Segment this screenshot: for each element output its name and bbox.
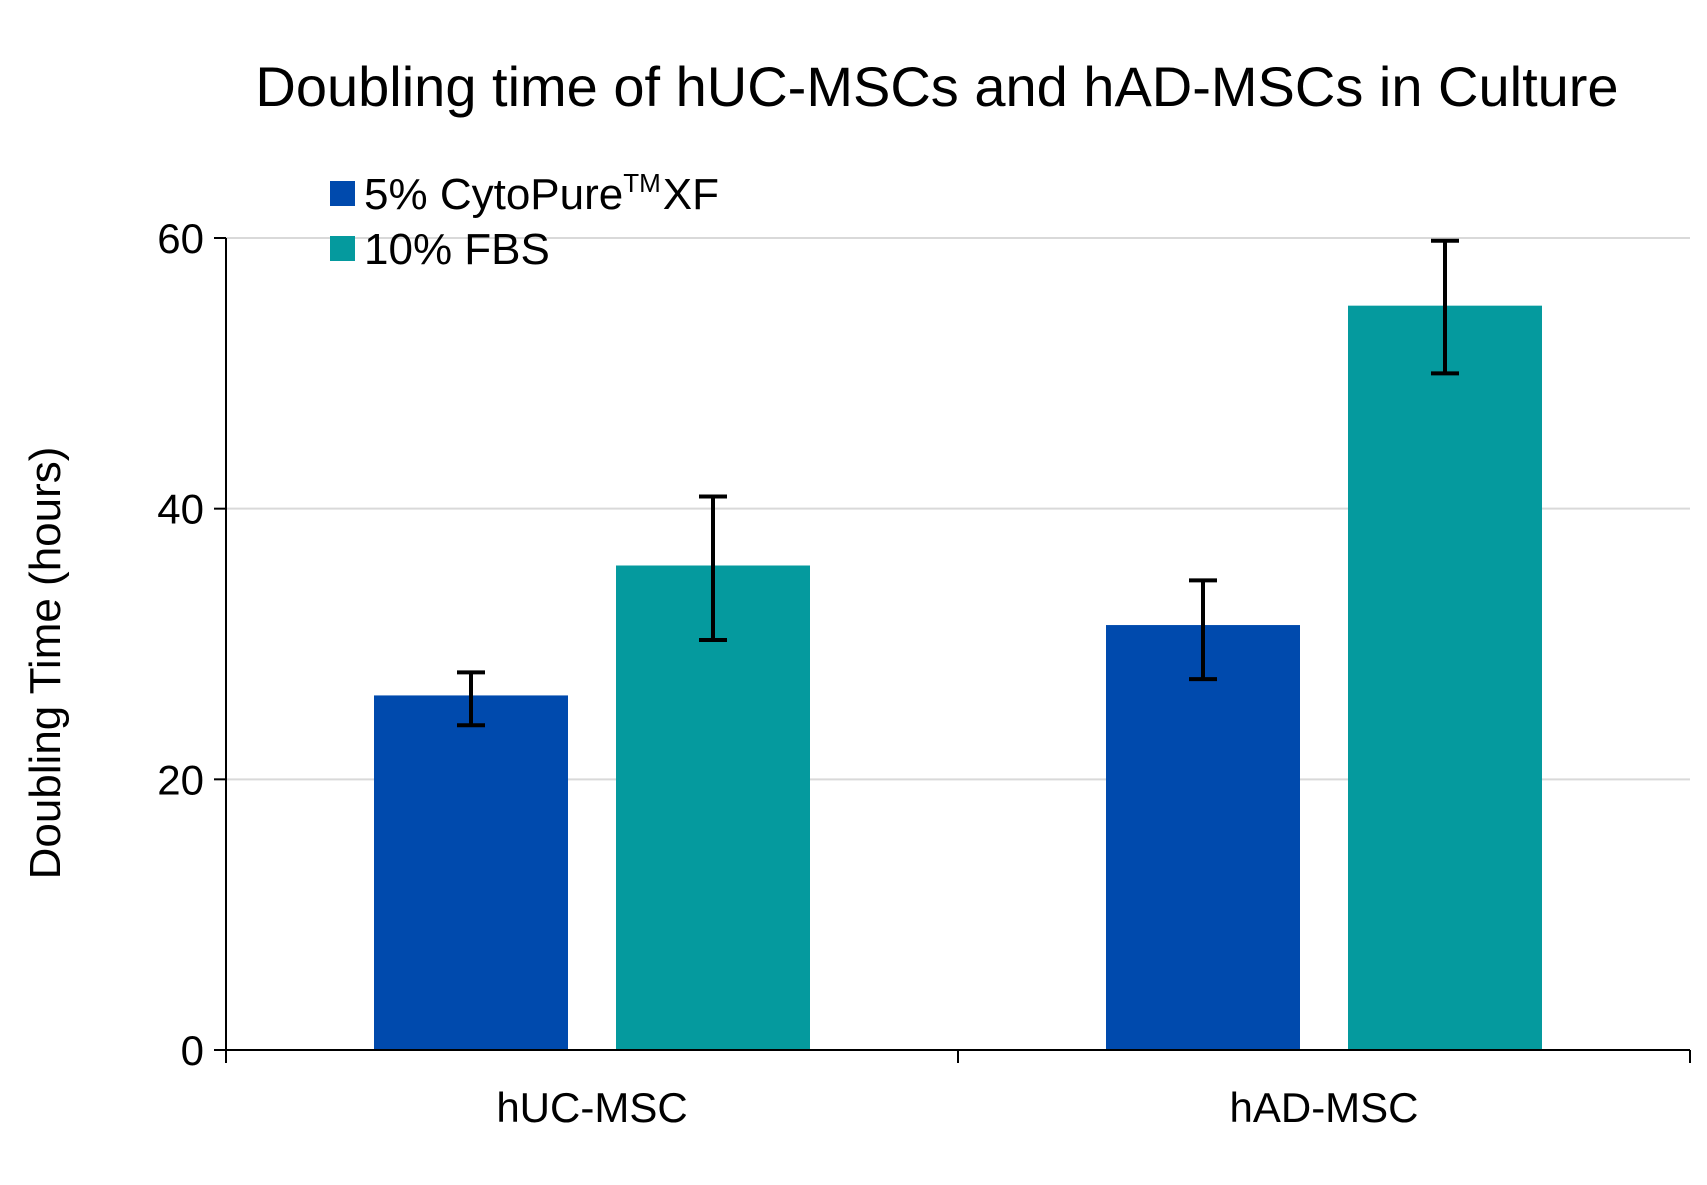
legend: 5% CytoPureTMXF 10% FBS bbox=[330, 168, 719, 274]
tick-labels: 0 20 40 60 hUC-MSC hAD-MSC bbox=[157, 215, 1418, 1131]
y-tick-label-1: 20 bbox=[157, 756, 204, 803]
bar-series-1-hUC-MSC bbox=[616, 565, 810, 1050]
bar-series-0-hUC-MSC bbox=[374, 695, 568, 1050]
legend-label-series-0-name: 5% CytoPure bbox=[364, 170, 623, 219]
y-tick-label-2: 40 bbox=[157, 486, 204, 533]
bar-series-1-hAD-MSC bbox=[1348, 305, 1542, 1051]
bars bbox=[374, 305, 1542, 1051]
legend-label-series-0: 5% CytoPureTMXF bbox=[364, 168, 719, 219]
bar-series-0-hAD-MSC bbox=[1106, 625, 1300, 1050]
axes bbox=[214, 237, 1691, 1063]
legend-label-series-0-suffix: XF bbox=[663, 170, 719, 219]
legend-swatch-series-0 bbox=[330, 181, 355, 206]
x-tick-label-0: hUC-MSC bbox=[496, 1084, 687, 1131]
chart-title: Doubling time of hUC-MSCs and hAD-MSCs i… bbox=[255, 55, 1618, 118]
x-tick-label-1: hAD-MSC bbox=[1229, 1084, 1418, 1131]
error-bar-series-1-hUC-MSC bbox=[699, 494, 727, 642]
legend-label-series-1: 10% FBS bbox=[364, 225, 550, 274]
y-tick-label-3: 60 bbox=[157, 215, 204, 262]
error-bars bbox=[457, 238, 1459, 728]
y-tick-label-0: 0 bbox=[181, 1027, 204, 1074]
error-bar-series-1-hAD-MSC bbox=[1431, 238, 1459, 376]
legend-swatch-series-1 bbox=[330, 236, 355, 261]
legend-label-series-0-superscript: TM bbox=[623, 168, 661, 198]
error-bar-series-0-hAD-MSC bbox=[1189, 578, 1217, 682]
y-axis-label: Doubling Time (hours) bbox=[21, 447, 70, 880]
error-bar-series-0-hUC-MSC bbox=[457, 670, 485, 728]
